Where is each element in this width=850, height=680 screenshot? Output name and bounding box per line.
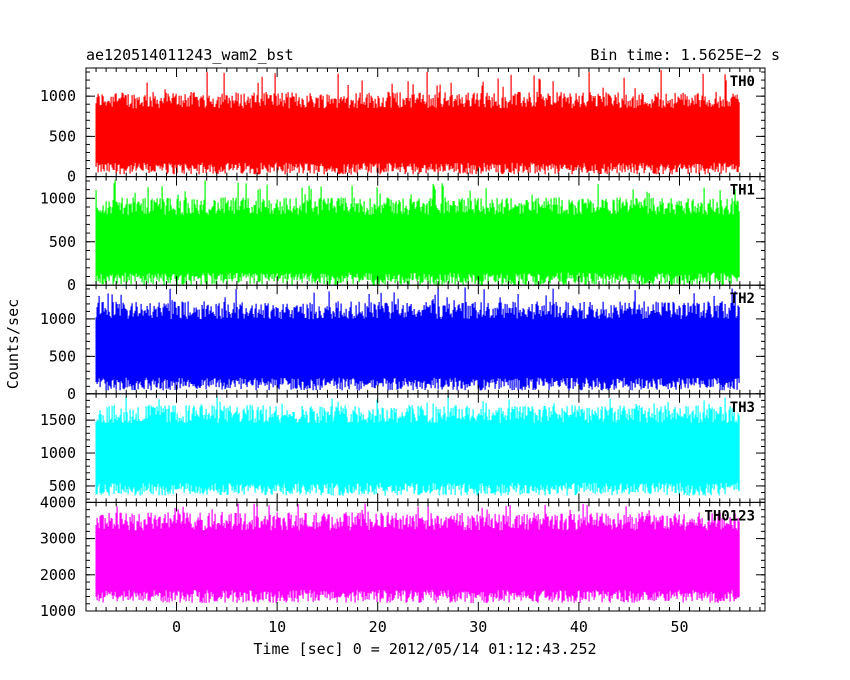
y-tick-label: 500 — [49, 233, 76, 251]
series-th2 — [95, 287, 740, 391]
series-label-th1: TH1 — [730, 183, 755, 199]
y-tick-label: 2000 — [40, 566, 76, 584]
y-tick-label: 0 — [67, 385, 76, 403]
series-th0 — [95, 70, 740, 175]
series-th0123 — [95, 503, 740, 603]
series-th1 — [95, 179, 740, 286]
y-axis-label: Counts/sec — [4, 299, 22, 389]
y-tick-label: 1000 — [40, 87, 76, 105]
y-tick-label: 4000 — [40, 493, 76, 511]
y-tick-label: 1000 — [40, 189, 76, 207]
x-tick-label: 50 — [670, 618, 688, 636]
x-tick-label: 20 — [369, 618, 387, 636]
panel-th0: 0 500 1000 TH0 — [40, 67, 766, 186]
y-tick-label: 3000 — [40, 530, 76, 548]
x-tick-label: 10 — [268, 618, 286, 636]
chart-title: ae120514011243_wam2_bst — [86, 46, 294, 64]
x-axis-label: Time [sec] 0 = 2012/05/14 01:12:43.252 — [253, 640, 596, 658]
y-tick-label: 500 — [49, 477, 76, 495]
series-label-th0123: TH0123 — [704, 508, 755, 524]
bin-time-label: Bin time: 1.5625E−2 s — [590, 46, 780, 64]
y-tick-label: 500 — [49, 347, 76, 365]
panel-th1: 0 500 1000 TH1 — [40, 176, 766, 294]
series-label-th3: TH3 — [730, 400, 755, 416]
x-tick-label: 30 — [469, 618, 487, 636]
x-tick-label: 0 — [172, 618, 181, 636]
y-tick-label: 500 — [49, 127, 76, 145]
y-tick-label: 0 — [67, 276, 76, 294]
y-tick-label: 0 — [67, 168, 76, 186]
panel-th3: 500 1000 1500 TH3 — [40, 393, 766, 503]
x-tick-label: 40 — [570, 618, 588, 636]
series-label-th2: TH2 — [730, 291, 755, 307]
panel-th0123: 1000 2000 3000 4000 TH0123 — [40, 493, 766, 620]
series-th3 — [95, 395, 740, 496]
panel-th2: 0 500 1000 TH2 — [40, 284, 766, 403]
y-tick-label: 1000 — [40, 444, 76, 462]
panel-frame — [85, 501, 766, 612]
y-tick-label: 1000 — [40, 310, 76, 328]
y-tick-label: 1500 — [40, 411, 76, 429]
y-tick-label: 1000 — [40, 602, 76, 620]
series-label-th0: TH0 — [730, 74, 755, 90]
